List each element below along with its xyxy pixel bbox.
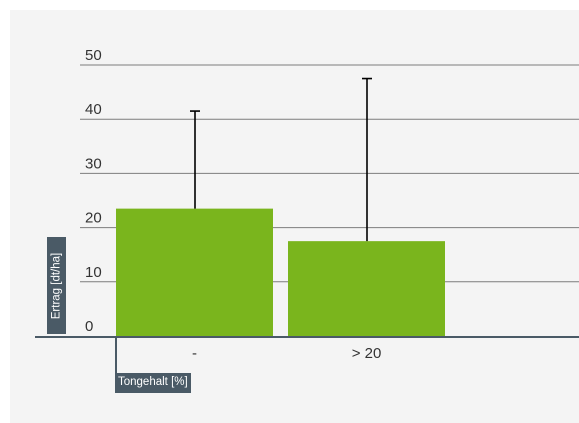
bar (116, 208, 273, 336)
x-tick-label: - (192, 345, 197, 362)
y-tick-label: 30 (85, 155, 102, 172)
y-tick-label: 10 (85, 264, 102, 281)
chart-panel (10, 10, 579, 423)
bar (288, 241, 445, 336)
y-tick-label: 50 (85, 47, 102, 64)
y-tick-label: 20 (85, 210, 102, 227)
y-tick-label: 0 (85, 318, 93, 335)
y-tick-label: 40 (85, 101, 102, 118)
x-axis-label: Tongehalt [%] (115, 373, 191, 393)
x-tick-label: > 20 (352, 345, 382, 362)
y-axis-label: Ertrag [dt/ha] (47, 237, 66, 334)
